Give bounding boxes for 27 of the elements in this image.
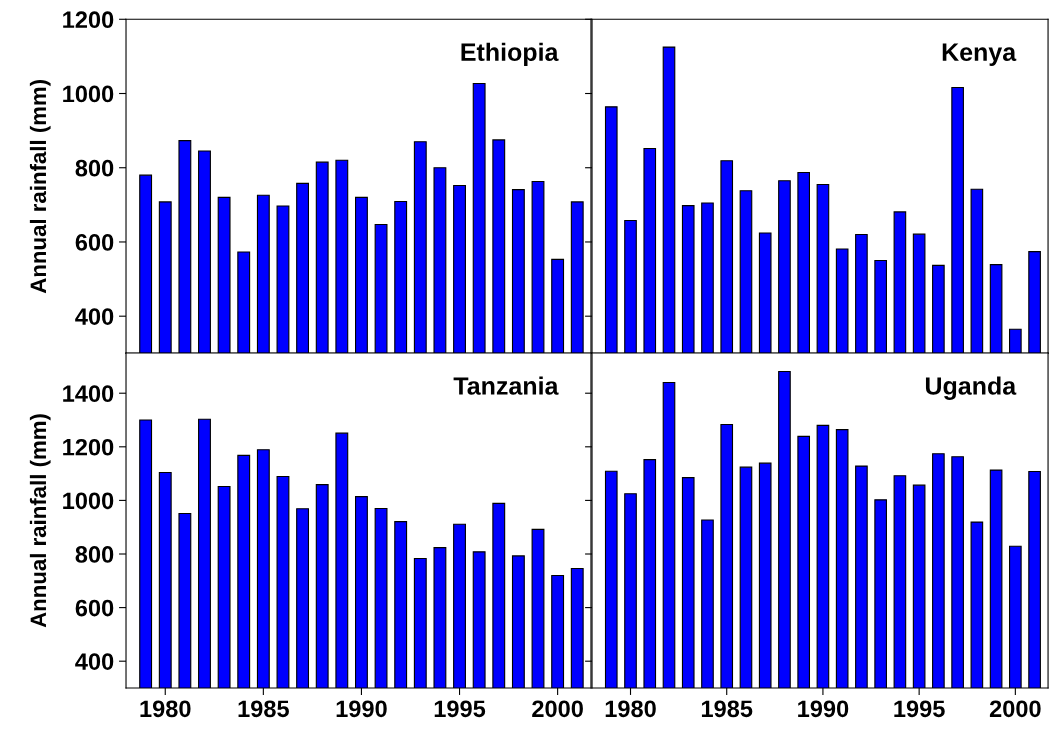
x-tick-label: 1980	[140, 700, 191, 718]
text: Tanzania	[453, 376, 559, 395]
y-axis-title: Annual rainfall (mm)	[29, 414, 51, 628]
y-axis-title: Annual rainfall (mm)	[29, 79, 51, 294]
y-tick-label: 400	[75, 308, 114, 325]
x-tick-label: 1985	[701, 700, 753, 718]
x-tick-label: 2000	[989, 700, 1041, 718]
x-tick-label: 1990	[336, 700, 387, 718]
y-tick-label: 1000	[63, 492, 114, 510]
y-tick-label: 1200	[63, 11, 114, 29]
x-tick-label: 1990	[798, 700, 849, 718]
x-tick-label: 1980	[605, 700, 656, 718]
y-tick-label: 400	[75, 653, 114, 670]
y-tick-label: 800	[75, 546, 114, 563]
y-tick-label: 600	[75, 599, 114, 617]
x-tick-label: 1985	[238, 700, 289, 718]
y-tick-label: 1200	[63, 438, 114, 456]
x-tick-label: 1995	[434, 700, 486, 718]
text: Uganda	[925, 376, 1017, 400]
text: Ethiopia	[461, 42, 559, 66]
y-tick-label: 600	[75, 234, 114, 251]
y-tick-label: 1000	[63, 85, 114, 103]
y-tick-label: 800	[75, 159, 114, 177]
x-tick-label: 2000	[532, 700, 583, 718]
y-tick-label: 1400	[63, 385, 114, 402]
text: Kenya	[942, 43, 1017, 66]
x-tick-label: 1995	[894, 700, 945, 718]
